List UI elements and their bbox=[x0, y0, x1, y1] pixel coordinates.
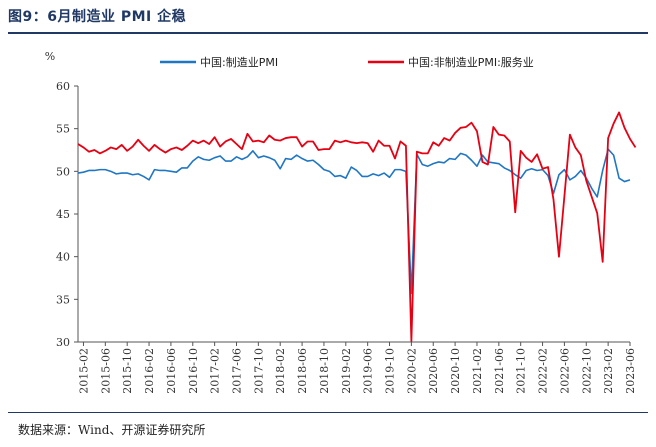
y-tick-label: 45 bbox=[56, 208, 70, 221]
y-tick-label: 35 bbox=[56, 293, 70, 306]
x-tick-label: 2016-06 bbox=[165, 348, 178, 394]
x-tick-label: 2015-06 bbox=[99, 348, 112, 394]
y-tick-label: 30 bbox=[56, 336, 70, 349]
x-tick-label: 2019-02 bbox=[340, 348, 353, 394]
x-tick-label: 2017-06 bbox=[230, 348, 243, 394]
y-tick-label: 55 bbox=[56, 123, 70, 136]
x-tick-label: 2020-02 bbox=[405, 348, 418, 394]
x-tick-label: 2016-10 bbox=[187, 348, 200, 394]
y-tick-label: 60 bbox=[56, 80, 70, 93]
x-tick-label: 2023-02 bbox=[602, 348, 615, 394]
x-tick-label: 2021-10 bbox=[515, 348, 528, 394]
y-tick-label: 50 bbox=[56, 165, 70, 178]
x-tick-label: 2021-06 bbox=[493, 348, 506, 394]
x-tick-label: 2015-02 bbox=[77, 348, 90, 394]
series-line-manufacturing-pmi bbox=[77, 148, 631, 295]
x-tick-label: 2015-10 bbox=[121, 348, 134, 394]
x-tick-label: 2019-10 bbox=[384, 348, 397, 394]
x-tick-label: 2017-10 bbox=[252, 348, 265, 394]
x-tick-label: 2022-02 bbox=[537, 348, 550, 394]
source-note: 数据来源：Wind、开源证券研究所 bbox=[18, 423, 206, 437]
legend: 中国:制造业PMI 中国:非制造业PMI:服务业 bbox=[160, 55, 534, 69]
x-tick-label: 2017-02 bbox=[209, 348, 222, 394]
x-tick-label: 2020-10 bbox=[449, 348, 462, 394]
x-tick-label: 2016-02 bbox=[143, 348, 156, 394]
footer-rule bbox=[8, 412, 648, 413]
x-tick-label: 2021-02 bbox=[471, 348, 484, 394]
x-tick-label: 2022-10 bbox=[580, 348, 593, 394]
x-tick-label: 2020-06 bbox=[427, 348, 440, 394]
y-unit-label: % bbox=[45, 50, 55, 63]
x-tick-label: 2019-06 bbox=[362, 348, 375, 394]
x-tick-label: 2022-06 bbox=[558, 348, 571, 394]
x-tick-label: 2018-10 bbox=[318, 348, 331, 394]
y-tick-label: 40 bbox=[56, 251, 70, 264]
x-tick-label: 2023-06 bbox=[624, 348, 637, 394]
x-tick-label: 2018-02 bbox=[274, 348, 287, 394]
x-tick-label: 2018-06 bbox=[296, 348, 309, 394]
legend-label-services: 中国:非制造业PMI:服务业 bbox=[408, 55, 534, 69]
figure-title: 图9：6月制造业 PMI 企稳 bbox=[8, 9, 187, 25]
title-rule bbox=[8, 32, 648, 34]
legend-label-manufacturing: 中国:制造业PMI bbox=[200, 55, 278, 69]
series-layer bbox=[77, 111, 637, 343]
series-line-services-pmi bbox=[77, 111, 637, 343]
axis-layer: % 30 35 40 45 50 55 60 2015-02 2015-06 2015-10 2016… bbox=[45, 50, 637, 394]
